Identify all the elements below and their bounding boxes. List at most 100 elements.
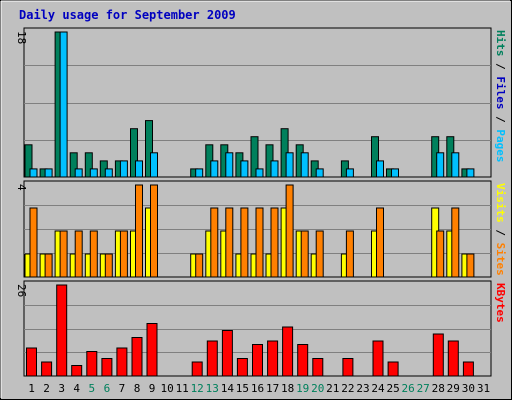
x-tick-label: 3: [58, 382, 65, 395]
bar-files: [300, 152, 309, 178]
panel-bottom: [23, 280, 492, 377]
bar-kbytes: [191, 361, 203, 377]
bar-kbytes: [236, 358, 248, 377]
bar-files: [270, 160, 279, 178]
x-tick-label: 9: [149, 382, 156, 395]
bar-sites: [150, 184, 158, 278]
y-max-label-middle: 4: [15, 184, 28, 191]
bar-hits: [84, 152, 93, 178]
bar-sites: [210, 207, 219, 278]
x-tick-label: 12: [191, 382, 204, 395]
bar-files: [195, 168, 204, 178]
bar-kbytes: [41, 361, 53, 377]
x-tick-label: 21: [326, 382, 339, 395]
x-tick-label: 23: [356, 382, 369, 395]
bar-kbytes: [116, 347, 128, 377]
bar-kbytes: [282, 326, 294, 377]
x-tick-label: 8: [134, 382, 141, 395]
bar-sites: [466, 253, 475, 278]
x-tick-label: 16: [251, 382, 264, 395]
bar-kbytes: [146, 323, 158, 377]
bar-kbytes: [252, 344, 263, 377]
bar-kbytes: [101, 358, 113, 377]
x-tick-label: 25: [386, 382, 399, 395]
bar-sites: [89, 230, 98, 278]
bar-kbytes: [131, 337, 143, 377]
x-tick-label: 24: [371, 382, 385, 395]
x-tick-label: 26: [401, 382, 414, 395]
legend-entry-hits: Hits: [494, 30, 507, 57]
x-tick-label: 27: [417, 382, 430, 395]
bar-kbytes: [447, 340, 459, 377]
bar-files: [135, 160, 143, 178]
bar-files: [451, 152, 460, 178]
legend-separator: /: [494, 223, 507, 243]
y-max-label-top: 18: [15, 31, 28, 44]
panel-top: [23, 27, 492, 178]
bar-hits: [24, 144, 33, 178]
chart-panels: [23, 27, 492, 377]
x-tick-label: 20: [311, 382, 324, 395]
legend-entry-sites: Sites: [494, 243, 507, 276]
bar-kbytes: [462, 361, 474, 377]
bar-sites: [285, 184, 294, 278]
bar-sites: [29, 207, 38, 278]
bar-files: [59, 31, 68, 178]
x-tick-label: 18: [281, 382, 294, 395]
bar-kbytes: [206, 340, 218, 377]
bar-sites: [345, 230, 354, 278]
bar-kbytes: [312, 358, 324, 377]
bar-sites: [315, 230, 324, 278]
legend-middle: Visits / Sites: [494, 183, 507, 276]
x-tick-label: 17: [266, 382, 279, 395]
bar-sites: [270, 207, 279, 278]
bar-hits: [145, 120, 153, 178]
x-tick-label: 4: [73, 382, 80, 395]
bar-files: [436, 152, 445, 178]
x-tick-label: 7: [119, 382, 126, 395]
bar-files: [150, 152, 158, 178]
x-tick-label: 5: [88, 382, 95, 395]
bar-sites: [376, 207, 384, 278]
x-tick-label: 6: [104, 382, 111, 395]
bar-kbytes: [71, 365, 83, 377]
legend-entry-kbytes: KBytes: [494, 283, 507, 323]
bar-sites: [240, 207, 249, 278]
bar-kbytes: [267, 340, 279, 377]
bar-files: [29, 168, 38, 178]
x-tick-label: 2: [43, 382, 50, 395]
bar-sites: [104, 253, 113, 278]
chart-legends: Hits / Files / Pages Visits / Sites KBytes: [494, 30, 507, 323]
bar-files: [119, 160, 128, 178]
x-tick-label: 10: [160, 382, 173, 395]
bar-kbytes: [26, 347, 37, 377]
legend-separator: /: [494, 110, 507, 130]
bar-kbytes: [86, 351, 98, 377]
bar-kbytes: [342, 358, 354, 377]
bar-sites: [255, 207, 264, 278]
y-axis-max-labels: 18 4 26: [15, 31, 28, 297]
x-tick-label: 11: [176, 382, 189, 395]
x-tick-label: 22: [341, 382, 354, 395]
x-tick-label: 1: [28, 382, 35, 395]
panel-middle: [23, 180, 492, 278]
x-tick-label: 19: [296, 382, 309, 395]
bar-files: [391, 168, 399, 178]
bar-kbytes: [432, 333, 444, 377]
bar-files: [466, 168, 475, 178]
bar-files: [315, 168, 324, 178]
bar-sites: [119, 230, 128, 278]
x-tick-label: 15: [236, 382, 249, 395]
legend-separator: /: [494, 57, 507, 77]
bar-kbytes: [56, 284, 68, 377]
bar-sites: [195, 253, 204, 278]
x-tick-label: 29: [447, 382, 460, 395]
x-tick-label: 13: [206, 382, 219, 395]
bar-hits: [130, 128, 138, 178]
bar-kbytes: [297, 344, 309, 377]
bar-hits: [69, 152, 78, 178]
bar-hits: [250, 136, 259, 178]
bar-files: [89, 168, 98, 178]
